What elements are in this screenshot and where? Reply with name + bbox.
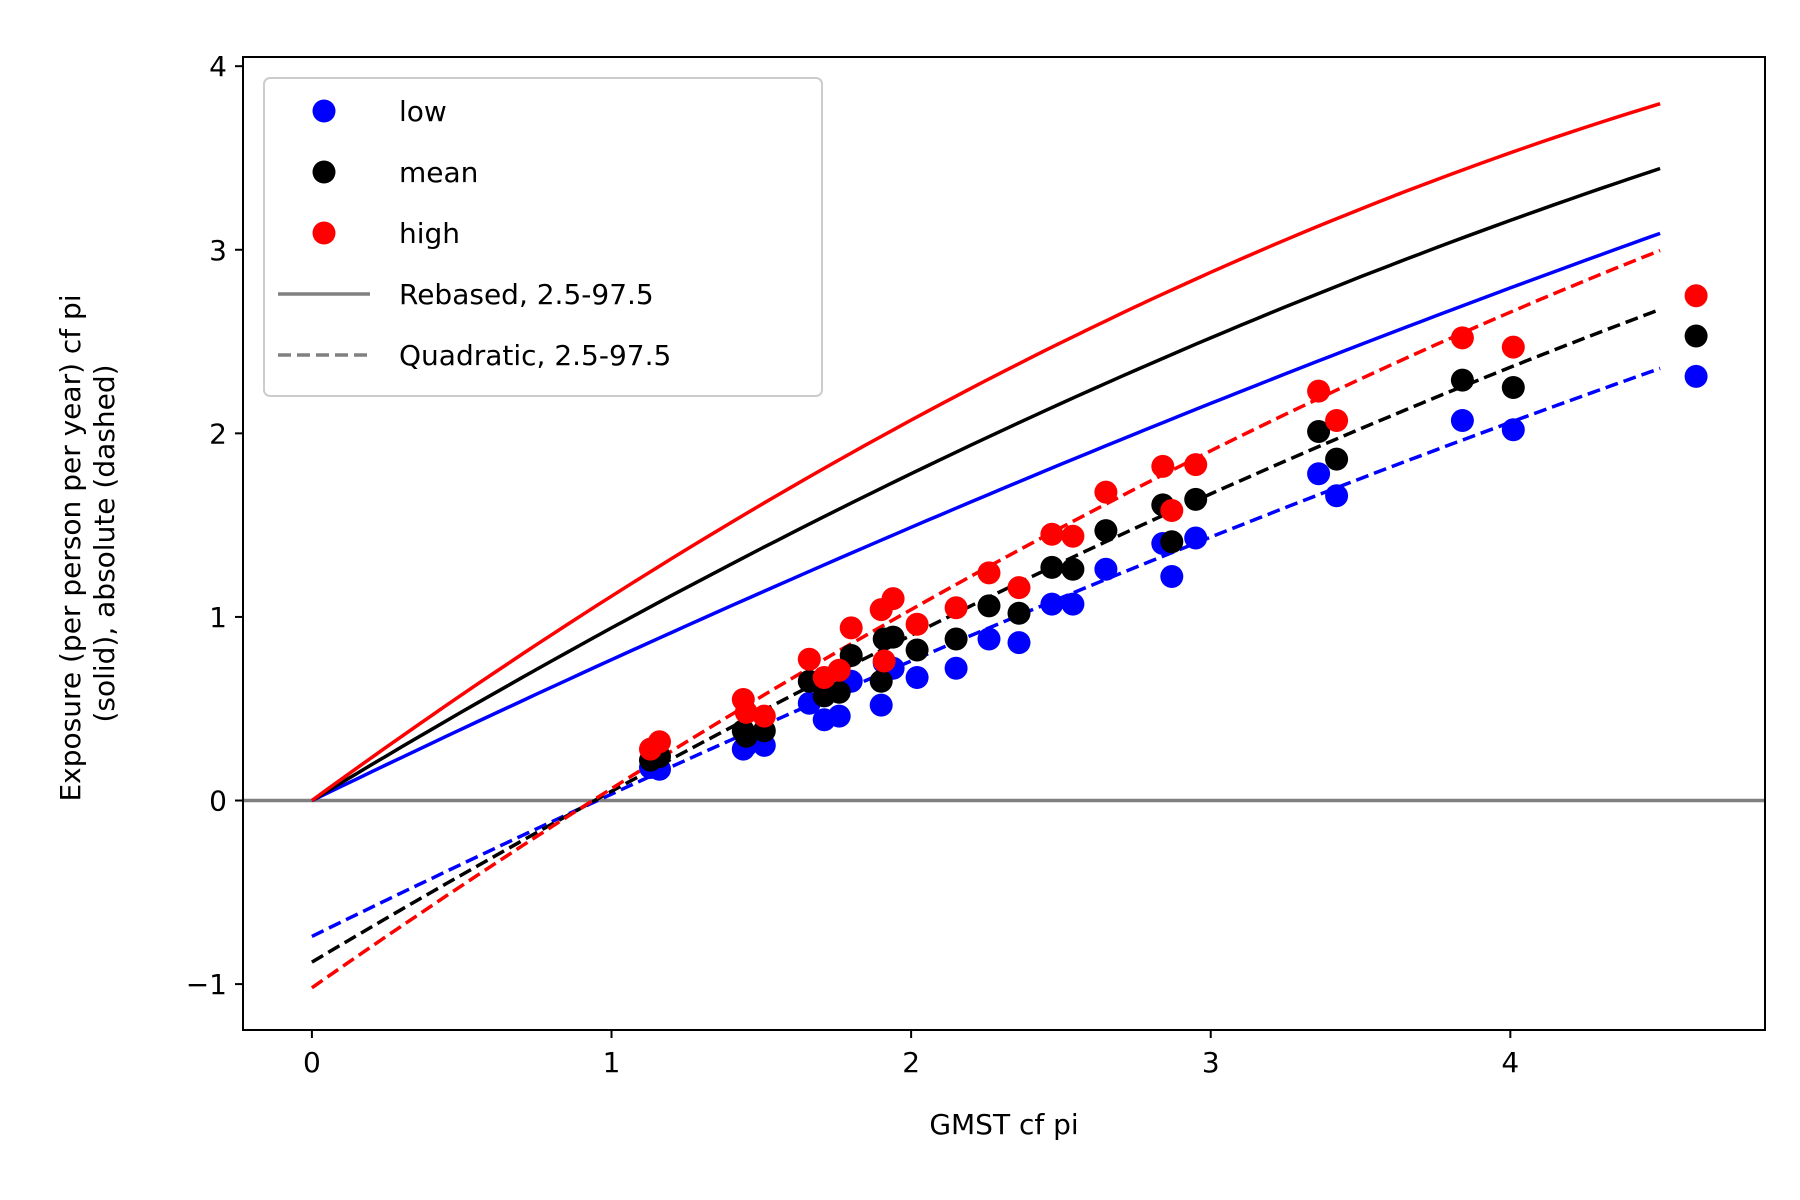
x-tick-label: 0 <box>303 1046 321 1079</box>
data-point-high <box>752 704 776 728</box>
data-point-low <box>1094 557 1118 581</box>
data-point-high <box>839 616 863 640</box>
data-point-high <box>944 596 968 620</box>
data-point-low <box>1307 462 1331 486</box>
data-point-high <box>648 730 671 754</box>
plot-frame <box>242 56 1766 1031</box>
data-point-high <box>827 658 851 682</box>
legend-marker-low <box>312 99 336 123</box>
data-point-high <box>1007 576 1031 600</box>
data-point-low <box>1160 565 1184 588</box>
data-point-high <box>1160 499 1184 522</box>
data-point-high <box>872 649 896 673</box>
data-point-mean <box>1684 324 1708 348</box>
data-point-mean <box>1325 447 1349 471</box>
data-point-low <box>869 693 893 717</box>
data-point-high <box>1450 326 1474 350</box>
data-point-low <box>1450 409 1474 432</box>
data-point-low <box>1040 592 1064 616</box>
data-point-mean <box>1501 376 1525 399</box>
y-tick-label: 0 <box>209 785 227 818</box>
rebased-curve-high <box>310 102 1661 802</box>
data-point-high <box>1184 453 1208 477</box>
x-tick-label: 4 <box>1501 1046 1519 1079</box>
legend-label: Rebased, 2.5-97.5 <box>399 278 654 311</box>
data-point-low <box>905 666 929 689</box>
data-point-low <box>1501 418 1525 442</box>
data-point-mean <box>1184 487 1208 511</box>
data-point-mean <box>1307 420 1331 443</box>
y-tick-label: −1 <box>186 968 227 1001</box>
data-point-mean <box>905 638 929 662</box>
legend-label: low <box>399 95 447 128</box>
data-point-high <box>1325 409 1349 432</box>
points-layer <box>639 284 1708 781</box>
data-point-high <box>977 561 1001 585</box>
data-point-mean <box>1061 557 1085 581</box>
data-point-high <box>905 612 929 636</box>
data-point-high <box>797 647 821 671</box>
curves-layer <box>310 102 1661 990</box>
data-point-low <box>1684 364 1708 388</box>
data-point-high <box>1151 454 1175 478</box>
data-point-high <box>1040 522 1064 546</box>
data-point-low <box>1184 526 1208 550</box>
data-point-mean <box>1450 368 1474 392</box>
data-point-low <box>827 704 851 728</box>
y-tick-label: 3 <box>209 234 227 267</box>
data-point-low <box>1061 592 1085 616</box>
rebased-curve-mean <box>310 166 1661 803</box>
y-axis-title-line-1: Exposure (per person per year) cf pi <box>54 294 87 801</box>
data-point-high <box>1684 284 1708 308</box>
data-point-low <box>1325 484 1349 508</box>
data-point-mean <box>1160 530 1184 554</box>
data-point-mean <box>977 594 1001 618</box>
legend-marker-high <box>312 221 336 245</box>
data-point-mean <box>881 625 905 649</box>
quadratic-curve-high <box>310 248 1661 990</box>
data-point-mean <box>827 680 851 704</box>
data-point-high <box>1094 480 1118 504</box>
y-tick-label: 4 <box>209 50 227 83</box>
x-tick-label: 3 <box>1202 1046 1220 1079</box>
y-axis-title: Exposure (per person per year) cf pi (so… <box>54 285 121 801</box>
legend-label: high <box>399 217 460 250</box>
legend-label: mean <box>399 156 478 189</box>
data-point-mean <box>734 724 758 748</box>
legend-label: Quadratic, 2.5-97.5 <box>399 339 671 372</box>
data-point-low <box>944 656 968 680</box>
ticks-layer: 0 1 2 3 4 −1 0 1 2 3 4 <box>186 50 1520 1079</box>
data-point-mean <box>1094 519 1118 543</box>
y-tick-label: 2 <box>209 417 227 450</box>
data-point-low <box>977 627 1001 651</box>
data-point-mean <box>1007 601 1031 625</box>
legend: low mean high Rebased, 2.5-97.5 Quadratic, 2… <box>263 77 823 397</box>
y-axis-title-line-2: (solid), absolute (dashed) <box>88 364 121 722</box>
y-tick-label: 1 <box>209 601 227 634</box>
data-point-high <box>734 700 758 724</box>
rebased-curve-low <box>311 231 1661 803</box>
data-point-mean <box>1040 555 1064 579</box>
data-point-high <box>881 587 905 611</box>
x-axis-title: GMST cf pi <box>929 1108 1078 1141</box>
data-point-high <box>1501 335 1525 359</box>
x-tick-label: 2 <box>902 1046 920 1079</box>
x-tick-label: 1 <box>603 1046 621 1079</box>
data-point-high <box>1307 379 1331 403</box>
legend-box <box>263 77 823 397</box>
quadratic-curve-low <box>311 366 1661 938</box>
data-point-mean <box>869 669 893 693</box>
data-point-high <box>1061 524 1085 548</box>
data-point-low <box>1007 631 1031 655</box>
legend-marker-mean <box>312 160 336 184</box>
data-point-mean <box>944 627 968 651</box>
